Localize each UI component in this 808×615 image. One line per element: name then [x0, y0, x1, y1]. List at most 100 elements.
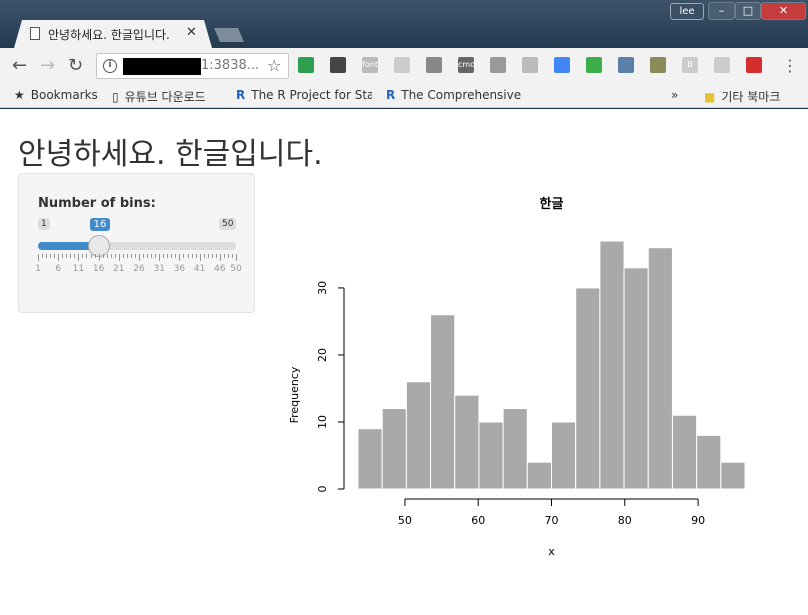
slider-tick	[70, 254, 72, 258]
page-icon: ▯	[112, 90, 119, 104]
y-tick-label: 20	[316, 348, 329, 362]
slider-tick	[155, 254, 157, 258]
slider-tick	[94, 254, 96, 258]
slider-tick	[147, 254, 149, 258]
slider-tick	[86, 254, 88, 258]
histogram-bar	[551, 421, 577, 490]
bins-slider[interactable]	[38, 235, 236, 257]
slider-tick	[102, 254, 104, 258]
slider-tick	[187, 254, 189, 258]
slider-tick	[46, 254, 48, 258]
slider-tick	[139, 254, 141, 261]
slider-min-label: 1	[38, 218, 50, 230]
bookmarks-overflow-button[interactable]: »	[671, 88, 679, 102]
image-extension-icon[interactable]	[650, 57, 666, 73]
close-window-button[interactable]: ✕	[761, 2, 806, 20]
info-icon[interactable]: i	[103, 59, 117, 73]
y-tick-label: 10	[316, 415, 329, 429]
histogram-bar	[647, 247, 673, 490]
star-icon: ★	[14, 88, 25, 102]
slider-tick	[42, 254, 44, 258]
chart-title: 한글	[540, 196, 564, 212]
slider-tick	[110, 254, 112, 258]
url-text: 1:3838...	[201, 58, 260, 73]
histogram-bar	[671, 414, 698, 490]
slider-tick	[54, 254, 56, 258]
bookmark-youtube-download[interactable]: ▯ 유튜브 다운로드	[112, 90, 206, 104]
slider-tick	[122, 254, 124, 258]
slider-tick	[219, 254, 221, 261]
other-bookmarks[interactable]: ■ 기타 북마크	[704, 90, 781, 104]
histogram-bar	[405, 381, 432, 490]
slider-tick	[90, 254, 92, 258]
slider-tick	[231, 254, 233, 258]
y-tick-label: 0	[316, 486, 329, 493]
slider-tick	[58, 254, 60, 261]
slider-tick	[199, 254, 201, 261]
camera-icon[interactable]	[394, 57, 410, 73]
histogram-bar	[696, 434, 722, 490]
title-bar: 안녕하세요. 한글입니다. ✕ lee – □ ✕	[0, 0, 808, 48]
histogram-bar	[599, 240, 625, 490]
incognito-icon[interactable]	[330, 57, 346, 73]
search-person-icon[interactable]	[618, 57, 634, 73]
slider-tick-label: 6	[55, 264, 62, 274]
tab-title: 안녕하세요. 한글입니다.	[48, 28, 170, 42]
slider-max-label: 50	[219, 218, 237, 230]
bookmark-star-icon[interactable]: ☆	[267, 56, 282, 75]
slider-tick	[183, 254, 185, 258]
x-tick-label: 80	[618, 514, 632, 527]
font-extension-icon[interactable]: font	[362, 57, 378, 73]
slider-tick	[171, 254, 173, 258]
sidebar-panel: Number of bins: 1 16 50 1 6 11 16 21 26 31 36 41…	[18, 173, 255, 313]
slider-tick-label: 50	[230, 264, 242, 274]
profile-button[interactable]: lee	[670, 3, 704, 20]
slider-tick	[106, 254, 108, 258]
browser-tab[interactable]: 안녕하세요. 한글입니다. ✕	[14, 20, 212, 48]
bookmarks-item[interactable]: ★ Bookmarks	[14, 88, 98, 102]
slider-tick	[223, 254, 225, 258]
page-title: 안녕하세요. 한글입니다.	[18, 137, 323, 172]
reload-icon[interactable]: ↻	[68, 55, 84, 76]
b-extension-icon[interactable]: B	[682, 57, 698, 73]
slider-tick	[175, 254, 177, 258]
slider-value-badge: 16	[89, 218, 111, 231]
slider-tick	[195, 254, 197, 258]
cmd-extension-icon[interactable]: cmd	[458, 57, 475, 73]
close-tab-icon[interactable]: ✕	[186, 25, 197, 40]
shield-icon[interactable]	[426, 57, 442, 73]
slider-tick-label: 46	[214, 264, 226, 274]
y-axis-label: Frequency	[288, 366, 301, 423]
bookmark-cran[interactable]: R The Comprehensive	[386, 88, 522, 102]
new-tab-button[interactable]	[214, 28, 244, 42]
r-logo-icon: R	[236, 88, 246, 102]
slider-tick	[203, 254, 205, 258]
translate-icon[interactable]	[554, 57, 570, 73]
slider-tick-label: 26	[133, 264, 145, 274]
address-bar[interactable]: i 1:3838... ☆	[96, 53, 289, 79]
red-extension-icon[interactable]	[746, 57, 762, 73]
box-extension-icon[interactable]	[522, 57, 538, 73]
drive-gray-icon[interactable]	[490, 57, 506, 73]
forward-arrow-icon[interactable]: →	[40, 55, 56, 76]
menu-dots-icon[interactable]: ⋮	[782, 56, 798, 75]
back-arrow-icon[interactable]: ←	[12, 55, 28, 76]
x-tick-label: 90	[691, 514, 705, 527]
x-tick-label: 70	[545, 514, 559, 527]
slider-tick	[211, 254, 213, 258]
slider-tick	[130, 254, 132, 258]
minimize-button[interactable]: –	[708, 2, 735, 20]
maximize-button[interactable]: □	[735, 2, 761, 20]
x-tick-label: 60	[471, 514, 485, 527]
slider-tick-label: 31	[153, 264, 165, 274]
screen-extension-icon[interactable]	[714, 57, 730, 73]
slider-fill	[38, 242, 99, 250]
slider-tick	[38, 254, 39, 261]
bookmark-r-project[interactable]: R The R Project for Sta	[236, 88, 372, 102]
slider-tick	[118, 254, 120, 261]
slider-tick	[50, 254, 52, 258]
google-drive-icon[interactable]	[298, 57, 314, 73]
arrows-extension-icon[interactable]	[586, 57, 602, 73]
